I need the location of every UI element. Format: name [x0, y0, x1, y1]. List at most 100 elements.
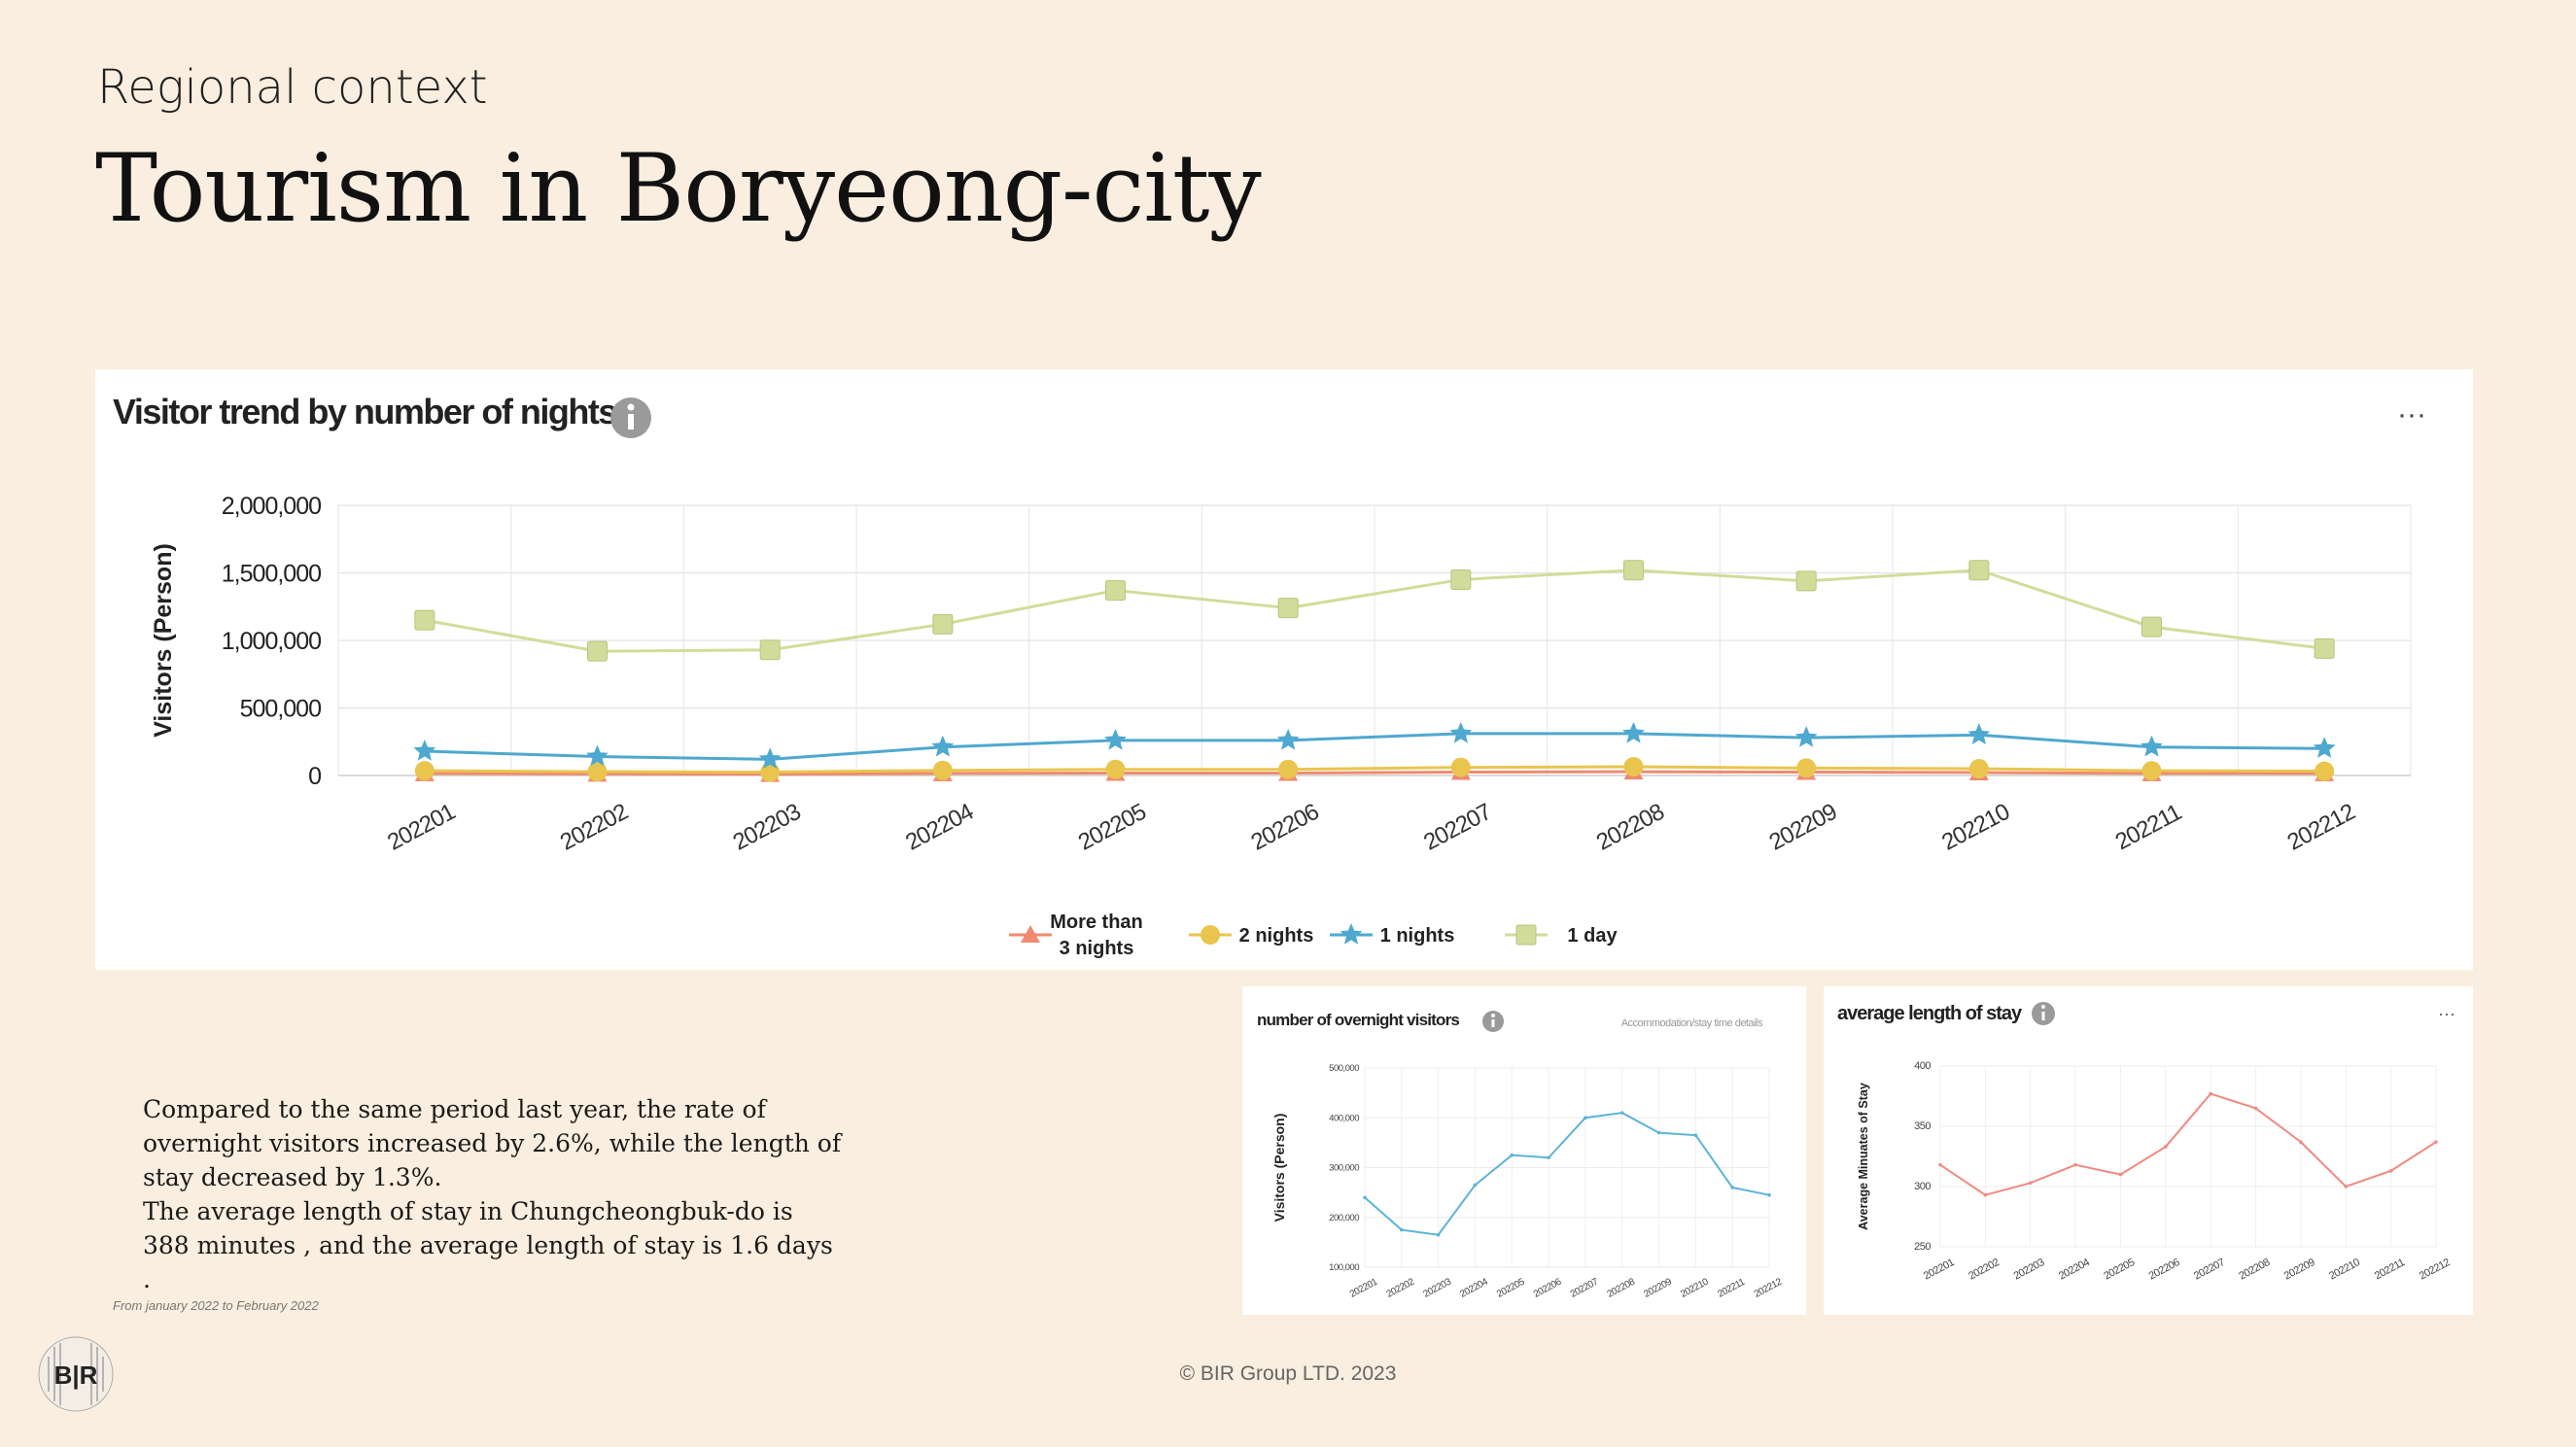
y-tick-label: 2,000,000 — [222, 493, 321, 520]
data-point — [413, 740, 436, 761]
x-tick-label: 202206 — [1247, 799, 1324, 856]
data-point — [2164, 1145, 2168, 1149]
stay-details-link[interactable]: Accommodation/stay time details — [1621, 1017, 1764, 1029]
series-line — [1364, 1112, 1770, 1236]
x-tick-label: 202212 — [1753, 1276, 1785, 1299]
average-stay-chart: average length of stay ··· 250 300 350 400 A… — [1837, 1002, 2455, 1283]
x-tick-label: 202204 — [1458, 1276, 1490, 1299]
date-range-footnote: From january 2022 to February 2022 — [113, 1298, 319, 1313]
page-title: Tourism in Boryeong-city — [95, 134, 1262, 243]
data-point — [1983, 1192, 1988, 1197]
info-icon[interactable] — [2032, 1002, 2055, 1025]
section-kicker: Regional context — [97, 60, 488, 115]
series-line — [424, 765, 2325, 775]
x-tick-label: 202209 — [1642, 1276, 1674, 1299]
y-tick-label: 1,500,000 — [222, 561, 321, 588]
legend-label: 1 nights — [1380, 925, 1455, 947]
data-point — [759, 639, 781, 661]
x-tick-label: 202202 — [1385, 1276, 1417, 1299]
x-tick-label: 202202 — [556, 799, 633, 856]
data-point — [932, 760, 953, 780]
data-point — [1796, 758, 1817, 778]
overnight-visitors-panel: number of overnight visitors Accommodati… — [1242, 986, 1806, 1315]
data-point — [1967, 723, 1991, 744]
average-stay-title: average length of stay — [1837, 1003, 2023, 1024]
series-line — [424, 770, 2325, 776]
info-icon[interactable] — [1482, 1011, 1504, 1032]
summary-text: Compared to the same period last year, t… — [143, 1092, 843, 1296]
y-tick-label: 400 — [1914, 1060, 1931, 1072]
legend-marker — [1201, 925, 1220, 945]
x-tick-label: 202211 — [2373, 1257, 2407, 1282]
data-point — [2073, 1162, 2077, 1167]
x-tick-label: 202211 — [2111, 799, 2186, 855]
y-tick-label: 250 — [1914, 1241, 1931, 1253]
data-point — [2253, 1106, 2258, 1111]
x-tick-label: 202203 — [1421, 1276, 1453, 1299]
data-point — [1619, 1111, 1624, 1115]
info-icon[interactable] — [610, 397, 651, 438]
data-point — [1277, 598, 1299, 619]
data-point — [931, 735, 955, 757]
x-tick-label: 202207 — [1419, 799, 1496, 856]
data-point — [414, 609, 435, 631]
data-point — [2209, 1091, 2212, 1096]
main-chart-panel: Visitor trend by number of nights ··· 0 5… — [95, 369, 2473, 970]
data-point — [1938, 1162, 1942, 1167]
average-stay-panel: average length of stay ··· 250 300 350 400 A… — [1824, 986, 2473, 1315]
x-tick-label: 202204 — [901, 799, 978, 856]
x-tick-label: 202201 — [1922, 1257, 1957, 1283]
series-line — [424, 568, 2325, 653]
x-tick-label: 202211 — [1716, 1277, 1747, 1300]
x-tick-label: 202203 — [2012, 1257, 2047, 1283]
data-point — [2313, 737, 2336, 758]
data-point — [2388, 1169, 2393, 1173]
data-point — [1730, 1186, 1734, 1189]
overnight-visitors-title: number of overnight visitors — [1257, 1011, 1459, 1029]
data-point — [587, 762, 608, 782]
data-point — [1450, 757, 1471, 777]
x-tick-label: 202206 — [1532, 1276, 1564, 1299]
data-point — [1105, 580, 1126, 602]
legend-label: More than — [1050, 912, 1143, 933]
x-tick-label: 202208 — [1592, 799, 1669, 856]
y-tick-label: 0 — [308, 763, 321, 790]
data-point — [1449, 721, 1473, 743]
more-icon[interactable]: ··· — [2397, 398, 2426, 431]
data-point — [1693, 1133, 1698, 1137]
legend-marker — [1515, 924, 1537, 946]
legend-marker — [1340, 923, 1363, 945]
copyright: © BIR Group LTD. 2023 — [1179, 1362, 1397, 1385]
series-line — [424, 732, 2325, 761]
x-tick-label: 202212 — [2283, 799, 2360, 856]
y-tick-label: 300,000 — [1329, 1163, 1359, 1174]
data-point — [1767, 1192, 1771, 1197]
summary-paragraph: Compared to the same period last year, t… — [143, 1095, 842, 1191]
data-point — [2141, 735, 2163, 757]
data-point — [1278, 759, 1299, 779]
x-tick-label: 202207 — [2192, 1257, 2227, 1283]
legend-label: 3 nights — [1060, 938, 1134, 959]
x-tick-label: 202209 — [2282, 1257, 2317, 1283]
y-tick-label: 500,000 — [240, 696, 321, 723]
data-point — [1104, 728, 1127, 750]
y-axis-label: Visitors (Person) — [1271, 1114, 1287, 1223]
y-axis-label: Average Minuates of Stay — [1857, 1083, 1870, 1230]
data-point — [2344, 1185, 2349, 1189]
data-point — [587, 640, 608, 662]
data-point — [1510, 1153, 1514, 1157]
y-axis-label: Visitors (Person) — [150, 543, 177, 738]
x-tick-label: 202207 — [1569, 1276, 1601, 1299]
data-point — [1276, 728, 1300, 750]
data-point — [2141, 761, 2162, 781]
x-tick-label: 202210 — [1937, 799, 2014, 856]
y-tick-label: 400,000 — [1329, 1113, 1359, 1123]
data-point — [1400, 1227, 1404, 1232]
data-point — [1450, 568, 1472, 590]
more-icon[interactable]: ··· — [2438, 1004, 2455, 1023]
x-tick-label: 202201 — [383, 799, 460, 856]
data-point — [1622, 721, 1645, 743]
data-point — [1363, 1195, 1367, 1200]
y-tick-label: 200,000 — [1329, 1213, 1359, 1223]
data-point — [2028, 1181, 2033, 1186]
